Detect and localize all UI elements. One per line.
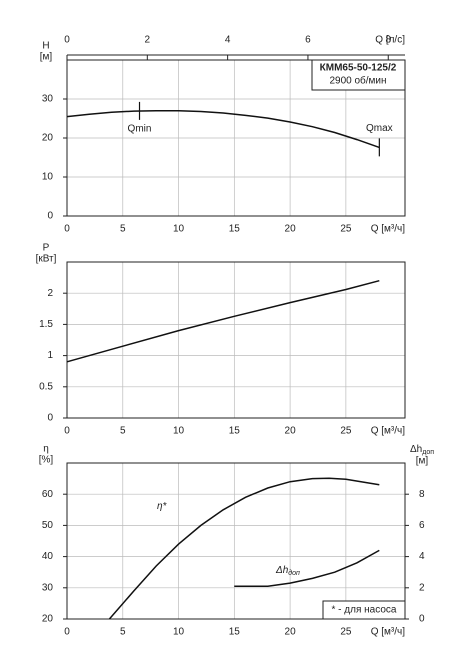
series-label: η*: [157, 501, 168, 512]
y-tick-label: 20: [42, 133, 54, 144]
chart-title: КММ65-50-125/2: [320, 63, 397, 74]
y-tick-label: 60: [42, 489, 54, 500]
series-line: [66, 279, 380, 363]
y2-tick-label: 0: [419, 614, 425, 625]
series-label-main: Δh: [275, 565, 289, 576]
x2-tick-label: 2: [145, 35, 151, 46]
x-tick-label: 10: [173, 627, 185, 638]
x-tick-label: 25: [340, 224, 352, 235]
y2-tick-label: 2: [419, 582, 425, 593]
y-tick-label: 40: [42, 551, 54, 562]
x2-axis-label: Q [л/с]: [375, 35, 405, 46]
series-label-main: η*: [157, 501, 168, 512]
y2-tick-label: 6: [419, 520, 425, 531]
y2-axis-unit: [м]: [416, 456, 429, 467]
y2-axis-label: Δhдоп: [410, 444, 434, 456]
y-tick-label: 0.5: [39, 381, 53, 392]
y2-axis-label-sub: доп: [422, 449, 434, 456]
x-axis-label: Q [м³/ч]: [371, 627, 406, 638]
x-tick-label: 0: [64, 627, 70, 638]
chart-subtitle: 2900 об/мин: [329, 75, 386, 87]
plot-frame: [66, 59, 406, 217]
x2-tick-label: 8: [385, 35, 391, 46]
series-line: [66, 109, 380, 149]
x-tick-label: 5: [120, 224, 126, 235]
plot-frame: [66, 462, 406, 620]
y-axis-label: η: [43, 444, 49, 455]
y-tick-label: 20: [42, 614, 54, 625]
x-tick-label: 25: [340, 426, 352, 437]
y-tick-label: 0: [47, 211, 53, 222]
y2-axis-label-main: Δh: [410, 444, 422, 455]
x-tick-label: 0: [64, 426, 70, 437]
y-tick-label: 0: [47, 413, 53, 424]
x-tick-label: 15: [229, 627, 241, 638]
x-tick-label: 15: [229, 224, 241, 235]
x-tick-label: 15: [229, 426, 241, 437]
y-tick-label: 1: [47, 350, 53, 361]
x-tick-label: 5: [120, 426, 126, 437]
x-tick-label: 10: [173, 224, 185, 235]
note: * - для насоса: [332, 605, 397, 616]
y-tick-label: 30: [42, 94, 54, 105]
x2-tick-label: 0: [64, 35, 70, 46]
y2-tick-label: 4: [419, 551, 425, 562]
x-tick-label: 20: [285, 627, 297, 638]
x2-tick-label: 6: [305, 35, 311, 46]
series-label-sub: доп: [288, 569, 300, 577]
series-label: Δhдоп: [275, 565, 300, 577]
x-axis-label: Q [м³/ч]: [371, 224, 406, 235]
y-tick-label: 30: [42, 582, 54, 593]
y-tick-label: 10: [42, 172, 54, 183]
series-line: [108, 477, 380, 620]
series-line: [234, 549, 380, 587]
note-box: [322, 600, 406, 620]
x-tick-label: 0: [64, 224, 70, 235]
x-tick-label: 20: [285, 426, 297, 437]
y-tick-label: 50: [42, 520, 54, 531]
marker-label: Qmax: [366, 123, 393, 134]
x-axis-label: Q [м³/ч]: [371, 426, 406, 437]
y2-tick-label: 8: [419, 489, 425, 500]
x-tick-label: 10: [173, 426, 185, 437]
x-tick-label: 25: [340, 627, 352, 638]
x2-tick-label: 4: [225, 35, 231, 46]
y-axis-label: Н: [42, 41, 49, 52]
y-axis-unit: [%]: [39, 455, 54, 466]
x-tick-label: 5: [120, 627, 126, 638]
y-axis-unit: [м]: [40, 52, 53, 63]
x-tick-label: 20: [285, 224, 297, 235]
y-axis-unit: [кВт]: [36, 254, 57, 265]
marker-label: Qmin: [128, 124, 152, 135]
y-axis-label: P: [43, 243, 50, 254]
y-tick-label: 2: [47, 288, 53, 299]
title-box: [311, 59, 406, 91]
plot-frame: [66, 261, 406, 419]
y-tick-label: 1.5: [39, 319, 53, 330]
